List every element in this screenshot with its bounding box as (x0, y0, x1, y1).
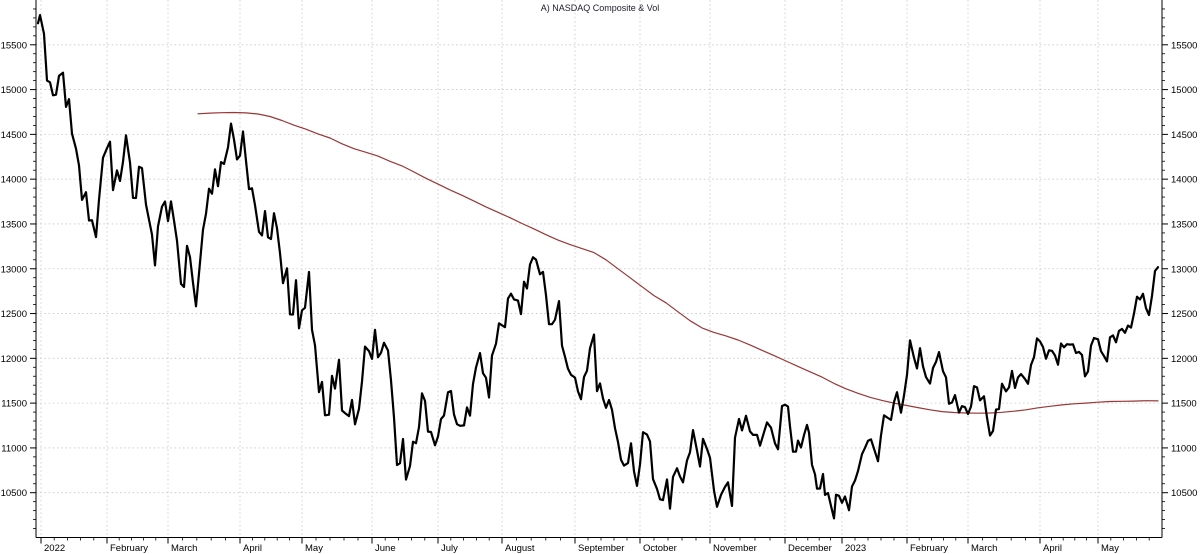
x-axis-label: March (971, 543, 997, 554)
price-line (36, 14, 1160, 520)
y-axis-label-right: 13500 (1171, 219, 1197, 230)
y-axis-label-left: 10500 (1, 488, 27, 499)
y-axis-label-right: 10500 (1171, 488, 1197, 499)
x-axis-label: 2023 (845, 543, 866, 554)
x-axis-label: October (643, 543, 677, 554)
y-axis-label-left: 13000 (1, 264, 27, 275)
x-axis-label: February (110, 543, 148, 554)
y-axis-label-right: 14500 (1171, 130, 1197, 141)
ma-line (197, 111, 1159, 414)
x-axis-label: February (910, 543, 948, 554)
y-axis-label-left: 12000 (1, 354, 27, 365)
y-axis-label-right: 12000 (1171, 354, 1197, 365)
series-lines (36, 14, 1160, 520)
y-axis-label-left: 11000 (1, 443, 27, 454)
y-axis-label-right: 12500 (1171, 309, 1197, 320)
y-axis-ticks: 10500 10500 11000 11000 11500 11500 12000 12000… (1, 8, 1197, 529)
x-axis-label: September (578, 543, 624, 554)
y-axis-label-left: 14500 (1, 130, 27, 141)
y-axis-label-left: 15000 (1, 85, 27, 96)
y-axis-label-right: 14000 (1171, 175, 1197, 186)
y-axis-label-left: 12500 (1, 309, 27, 320)
y-axis-label-left: 14000 (1, 175, 27, 186)
x-axis-label: June (375, 543, 396, 554)
x-axis-label: August (505, 543, 535, 554)
x-axis-label: April (1043, 543, 1062, 554)
gridlines (36, 0, 1162, 538)
y-axis-label-right: 15500 (1171, 40, 1197, 51)
y-axis-label-right: 15000 (1171, 85, 1197, 96)
chart-title: A) NASDAQ Composite & Vol (541, 3, 660, 13)
y-axis-label-right: 13000 (1171, 264, 1197, 275)
x-axis-label: May (1101, 543, 1119, 554)
y-axis-label-left: 15500 (1, 40, 27, 51)
x-axis-label: May (305, 543, 323, 554)
y-axis-label-left: 13500 (1, 219, 27, 230)
x-axis-ticks: 2022 February March April May June July August S… (40, 537, 1150, 554)
x-axis-label: December (788, 543, 832, 554)
x-axis-label: November (713, 543, 757, 554)
y-axis-label-left: 11500 (1, 399, 27, 410)
y-axis-label-right: 11500 (1171, 399, 1197, 410)
x-axis-label: March (171, 543, 197, 554)
x-axis-label: April (243, 543, 262, 554)
x-axis-label: 2022 (44, 543, 65, 554)
x-axis-label: July (441, 543, 458, 554)
y-axis-label-right: 11000 (1171, 443, 1197, 454)
